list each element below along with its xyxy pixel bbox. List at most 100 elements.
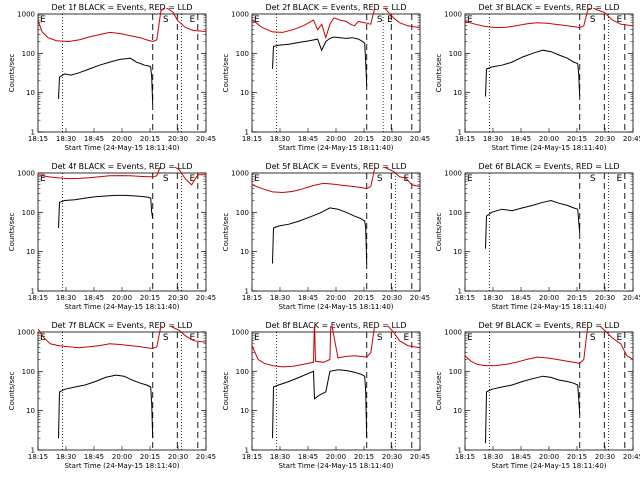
chart-panel-2: Det 2f BLACK = Events, RED = LLD 1 10 100 10… bbox=[222, 3, 430, 152]
lld-series-line bbox=[252, 326, 420, 368]
y-tick-label: 100 bbox=[449, 368, 462, 376]
x-tick-label: 20:15 bbox=[140, 294, 160, 302]
x-tick-label: 18:15 bbox=[455, 453, 475, 461]
x-tick-label: 20:15 bbox=[140, 135, 160, 143]
event-marker-s: S bbox=[163, 174, 169, 184]
x-axis-label: Start Time (24-May-15 18:11:40) bbox=[491, 462, 606, 470]
x-tick-label: 20:00 bbox=[112, 453, 132, 461]
event-marker-e: E bbox=[190, 174, 196, 184]
y-tick-label: 1000 bbox=[231, 329, 249, 337]
y-axis-label: Counts/sec bbox=[435, 213, 443, 252]
plot-frame bbox=[464, 172, 634, 292]
y-tick-label: 10 bbox=[240, 407, 249, 415]
x-tick-label: 18:30 bbox=[56, 135, 76, 143]
event-marker-s: S bbox=[377, 174, 383, 184]
plot-frame bbox=[251, 172, 421, 292]
x-tick-label: 20:15 bbox=[567, 135, 587, 143]
y-tick-label: 1000 bbox=[444, 11, 462, 19]
chart-title: Det 4f BLACK = Events, RED = LLD bbox=[51, 162, 192, 171]
event-marker-s: S bbox=[163, 333, 169, 343]
x-axis-label: Start Time (24-May-15 18:11:40) bbox=[491, 144, 606, 152]
x-tick-label: 20:45 bbox=[410, 453, 430, 461]
x-tick-label: 20:00 bbox=[539, 453, 559, 461]
event-marker-e: E bbox=[467, 333, 473, 343]
x-tick-label: 18:45 bbox=[511, 294, 531, 302]
x-tick-label: 18:15 bbox=[242, 453, 262, 461]
x-tick-label: 18:45 bbox=[84, 294, 104, 302]
chart-title: Det 6f BLACK = Events, RED = LLD bbox=[478, 162, 619, 171]
lld-series-line bbox=[252, 8, 420, 40]
events-series-line bbox=[272, 207, 368, 264]
event-marker-e: E bbox=[254, 15, 260, 25]
x-tick-label: 18:30 bbox=[483, 453, 503, 461]
chart-panel-7: Det 7f BLACK = Events, RED = LLD 1 10 100 10… bbox=[8, 321, 216, 470]
x-tick-label: 20:30 bbox=[382, 453, 402, 461]
event-marker-s: S bbox=[590, 174, 596, 184]
y-tick-label: 1000 bbox=[444, 170, 462, 178]
x-tick-label: 20:30 bbox=[382, 294, 402, 302]
x-tick-label: 20:00 bbox=[326, 294, 346, 302]
x-tick-label: 18:45 bbox=[511, 453, 531, 461]
x-tick-label: 18:45 bbox=[298, 453, 318, 461]
y-tick-label: 1000 bbox=[231, 170, 249, 178]
x-tick-label: 20:30 bbox=[595, 453, 615, 461]
y-axis-label: Counts/sec bbox=[435, 372, 443, 411]
x-tick-label: 20:15 bbox=[567, 453, 587, 461]
x-tick-label: 18:30 bbox=[56, 453, 76, 461]
x-tick-label: 20:45 bbox=[410, 135, 430, 143]
y-tick-label: 10 bbox=[26, 248, 35, 256]
chart-title: Det 3f BLACK = Events, RED = LLD bbox=[478, 3, 619, 12]
event-marker-e: E bbox=[617, 333, 623, 343]
chart-title: Det 2f BLACK = Events, RED = LLD bbox=[265, 3, 406, 12]
y-tick-label: 1 bbox=[245, 288, 249, 296]
chart-panel-5: Det 5f BLACK = Events, RED = LLD 1 10 100 10… bbox=[222, 162, 430, 311]
x-tick-label: 18:15 bbox=[242, 294, 262, 302]
lld-series-line bbox=[465, 326, 633, 367]
x-tick-label: 20:00 bbox=[326, 453, 346, 461]
event-marker-e: E bbox=[40, 174, 46, 184]
event-marker-s: S bbox=[163, 15, 169, 25]
chart-title: Det 8f BLACK = Events, RED = LLD bbox=[265, 321, 406, 330]
y-tick-label: 100 bbox=[236, 209, 249, 217]
x-tick-label: 18:15 bbox=[28, 135, 48, 143]
y-axis-label: Counts/sec bbox=[222, 54, 230, 93]
lld-series-line bbox=[465, 8, 633, 29]
event-marker-e: E bbox=[254, 333, 260, 343]
y-tick-label: 1000 bbox=[444, 329, 462, 337]
y-tick-label: 10 bbox=[26, 407, 35, 415]
x-tick-label: 18:15 bbox=[242, 135, 262, 143]
lld-series-line bbox=[252, 167, 420, 194]
y-tick-label: 10 bbox=[453, 89, 462, 97]
x-tick-label: 18:45 bbox=[298, 294, 318, 302]
y-tick-label: 1000 bbox=[17, 11, 35, 19]
x-axis-label: Start Time (24-May-15 18:11:40) bbox=[278, 144, 393, 152]
x-tick-label: 20:15 bbox=[140, 453, 160, 461]
x-tick-label: 20:00 bbox=[539, 294, 559, 302]
plot-frame bbox=[37, 13, 207, 133]
x-axis-label: Start Time (24-May-15 18:11:40) bbox=[64, 144, 179, 152]
plot-frame bbox=[464, 331, 634, 451]
events-series-line bbox=[485, 375, 581, 444]
events-series-line bbox=[58, 374, 154, 439]
chart-panel-8: Det 8f BLACK = Events, RED = LLD 1 10 100 10… bbox=[222, 321, 430, 470]
event-marker-s: S bbox=[377, 333, 383, 343]
x-tick-label: 18:30 bbox=[270, 135, 290, 143]
y-tick-label: 100 bbox=[449, 209, 462, 217]
y-tick-label: 1000 bbox=[17, 170, 35, 178]
chart-title: Det 7f BLACK = Events, RED = LLD bbox=[51, 321, 192, 330]
x-tick-label: 20:30 bbox=[595, 135, 615, 143]
x-tick-label: 18:15 bbox=[28, 294, 48, 302]
y-axis-label: Counts/sec bbox=[222, 372, 230, 411]
x-tick-label: 20:30 bbox=[168, 135, 188, 143]
events-series-line bbox=[485, 49, 581, 97]
x-tick-label: 20:45 bbox=[196, 294, 216, 302]
x-tick-label: 20:30 bbox=[595, 294, 615, 302]
y-tick-label: 1 bbox=[245, 129, 249, 137]
events-series-line bbox=[58, 194, 154, 229]
y-tick-label: 10 bbox=[26, 89, 35, 97]
x-tick-label: 20:00 bbox=[326, 135, 346, 143]
x-tick-label: 20:45 bbox=[410, 294, 430, 302]
chart-panel-9: Det 9f BLACK = Events, RED = LLD 1 10 100 10… bbox=[435, 321, 640, 470]
y-axis-label: Counts/sec bbox=[8, 54, 16, 93]
